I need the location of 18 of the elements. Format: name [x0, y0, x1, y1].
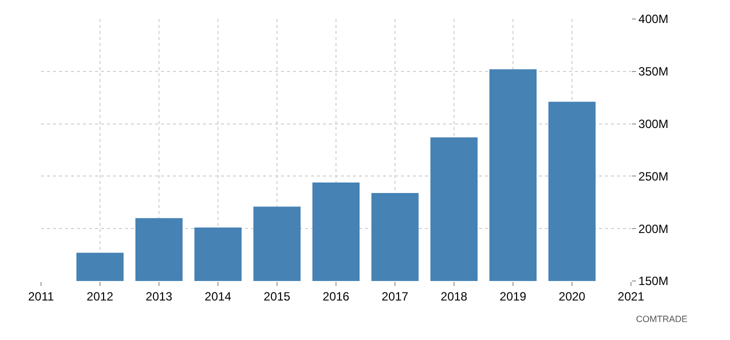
x-tick-label: 2013: [146, 289, 173, 304]
y-tick-label: 350M: [638, 64, 668, 79]
x-tick-label: 2019: [500, 289, 527, 304]
y-tick-label: 250M: [638, 169, 668, 184]
x-tick-label: 2011: [28, 289, 54, 304]
y-tick-label: 150M: [638, 274, 668, 288]
y-tick-label: 300M: [638, 117, 668, 131]
x-tick-label: 2012: [86, 289, 114, 304]
x-tick-label: 2018: [440, 289, 468, 304]
x-tick-label: 2015: [264, 289, 291, 304]
y-tick-label: 200M: [638, 222, 668, 236]
x-tick-label: 2017: [382, 289, 409, 304]
x-tick-label: 2016: [322, 289, 350, 304]
text: COMTRADE: [636, 314, 688, 324]
x-tick-label: 2014: [204, 289, 232, 304]
x-tick-label: 2021: [618, 289, 645, 304]
y-tick-label: 400M: [638, 12, 668, 26]
x-tick-label: 2020: [558, 289, 586, 304]
